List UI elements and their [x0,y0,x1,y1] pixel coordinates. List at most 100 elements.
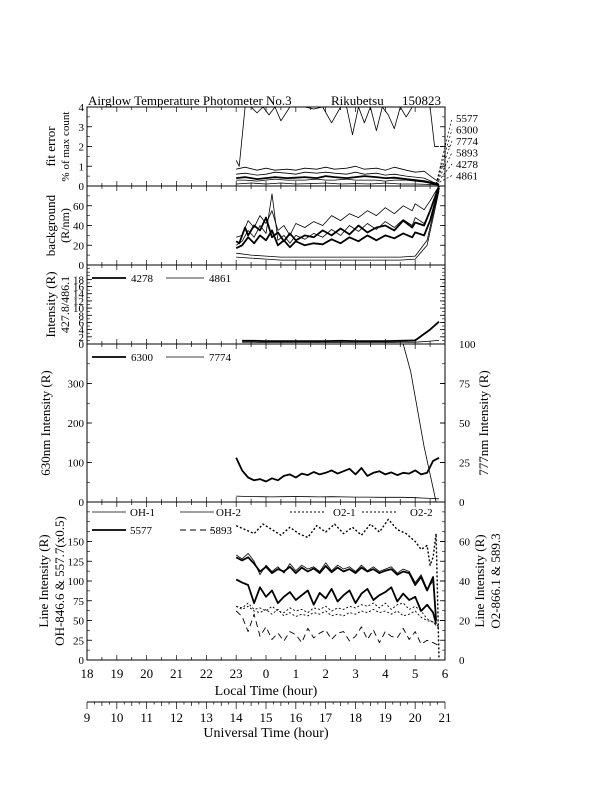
universal-time-tick: 17 [319,710,333,725]
universal-time-tick: 19 [379,710,392,725]
y-tick-label: 0 [79,181,85,193]
universal-time-tick: 15 [260,710,273,725]
universal-time-tick: 13 [200,710,213,725]
legend-label: 7774 [209,352,232,364]
y-tick-label: 0 [79,339,85,351]
series-background-3 [235,185,440,246]
universal-time-tick: 9 [84,710,91,725]
y-axis-label: Intensity (R) [43,271,58,337]
y-tick-label: 125 [68,556,85,568]
right-y-axis-label-2: O2-866.1 & 589.3 [488,533,503,628]
chart-date: 150823 [402,93,441,108]
local-time-tick: 3 [352,666,359,681]
local-time-label: Local Time (hour) [215,684,318,699]
y-tick-label: 100 [68,458,85,470]
y-tick-label: 0 [79,655,85,667]
y-axis-label: fit error [43,126,58,167]
local-time-tick: 21 [170,666,183,681]
y-tick-label: 14 [73,289,85,301]
legend-label: 4861 [209,273,231,285]
series-background-1 [235,187,440,250]
y-tick-label: 300 [68,379,85,391]
local-time-tick: 0 [263,666,270,681]
y-tick-label: 18 [73,274,85,286]
y-tick-label: 50 [73,616,85,628]
series-fit_error-1 [236,165,440,183]
legend-label: 6300 [131,352,154,364]
y-axis-label-2: (R/nm) [58,208,72,243]
legend-label: O2-1 [333,507,356,519]
side-leader [435,140,453,185]
y-tick-label: 8 [79,310,85,322]
y-tick-label: 60 [73,201,85,213]
title-group: Airglow Temperature Photometer No.3 Riku… [88,93,441,108]
legend-label: 5893 [210,525,233,537]
series-background-2 [236,185,440,238]
series-fit_error-3 [236,175,440,186]
series-oh-1 [235,553,437,623]
legend-label: 4278 [131,273,154,285]
side-label: 5893 [456,148,479,160]
side-leader [435,152,453,185]
chart-station: Rikubetsu [331,93,384,108]
right-y-tick-label: 50 [459,418,471,430]
y-tick-label: 10 [73,303,85,315]
y-tick-label: 40 [73,221,85,233]
y-tick-label: 200 [68,418,85,430]
series-5577 [235,556,437,621]
panel-frame [86,343,446,503]
local-time-tick: 23 [230,666,243,681]
y-tick-label: 20 [73,240,85,252]
legend-label: 5577 [130,525,153,537]
local-time-tick: 22 [200,666,213,681]
local-time-tick: 19 [110,666,123,681]
side-label: 7774 [456,136,479,148]
chart-title: Airglow Temperature Photometer No.3 [88,93,292,108]
right-y-tick-label: 75 [459,379,471,391]
y-tick-label: 2 [79,332,85,344]
universal-time-label: Universal Time (hour) [203,726,329,741]
y-tick-label: 0 [79,497,85,509]
local-time-axis: Local Time (hour) 18 19 20 21 22 23 0 1 2 3 4 5 6 [81,666,449,699]
y-tick-label: 25 [73,635,85,647]
legend-label: O2-2 [410,507,433,519]
y-axis-label: Line Intensity (R) [36,534,51,627]
series-background-4 [236,187,440,258]
series-background-0 [235,185,440,245]
universal-time-tick: 12 [170,710,183,725]
y-tick-label: 1 [79,161,85,173]
right-y-tick-label: 40 [459,576,471,588]
universal-time-tick: 11 [140,710,153,725]
right-y-tick-label: 100 [459,339,476,351]
series-5893 [235,610,440,647]
universal-time-tick: 14 [230,710,244,725]
side-label: 4278 [456,159,479,171]
local-time-tick: 4 [382,666,389,681]
local-time-tick: 18 [81,666,94,681]
y-tick-label: 16 [73,282,85,294]
series-fit_error-2 [236,171,440,185]
local-time-tick: 20 [140,666,153,681]
y-tick-label: 3 [79,122,85,134]
side-label: 6300 [456,125,479,137]
series-4278 [242,321,440,343]
y-axis-label: background [43,194,58,256]
universal-time-tick: 20 [409,710,422,725]
side-label: 5577 [456,113,479,125]
side-leader [435,117,453,185]
series-intensity_630-2 [402,343,437,503]
local-time-tick: 2 [322,666,329,681]
y-tick-label: 75 [73,596,85,608]
series-fit_error-0 [235,106,439,167]
y-tick-label: 100 [68,576,85,588]
universal-time-tick: 10 [110,710,123,725]
right-y-axis-label: 777nm Intensity (R) [476,370,491,475]
series-o2-1 [235,605,440,629]
panel-background: 0 20 40 60 background (R/nm) [43,185,446,272]
y-tick-label: 12 [73,296,84,308]
universal-time-axis: Universal Time (hour) 9 10 11 12 13 14 15 16 17 1… [84,701,452,741]
y-tick-label: 0 [79,260,85,272]
right-y-tick-label: 25 [459,458,471,470]
